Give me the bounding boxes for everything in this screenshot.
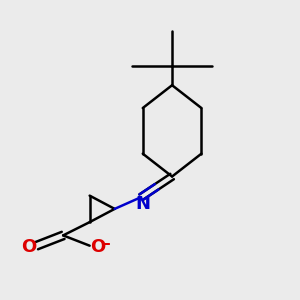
Text: –: – — [102, 236, 110, 251]
Text: O: O — [21, 238, 36, 256]
Text: N: N — [135, 196, 150, 214]
Text: O: O — [90, 238, 105, 256]
